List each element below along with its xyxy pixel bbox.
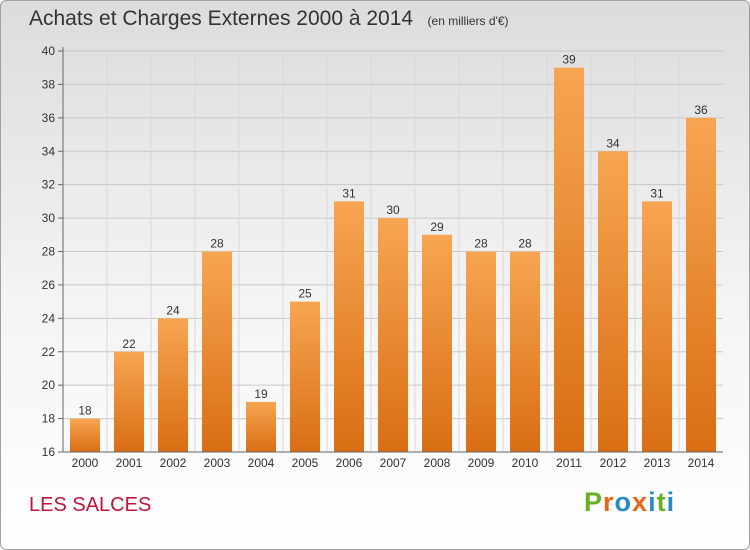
y-tick-label: 24 — [42, 311, 56, 325]
logo-letter: r — [603, 487, 615, 517]
x-tick-label: 2004 — [248, 456, 275, 470]
logo-letter: o — [614, 487, 633, 517]
logo-letter: i — [666, 487, 676, 517]
proxiti-logo[interactable]: Proxiti — [584, 487, 675, 518]
bar-2014[interactable] — [686, 117, 716, 452]
x-tick-label: 2001 — [116, 456, 143, 470]
x-tick-label: 2003 — [204, 456, 231, 470]
x-tick-label: 2006 — [336, 456, 363, 470]
logo-letter: t — [656, 487, 667, 517]
bar-2005[interactable] — [290, 301, 320, 452]
data-label-2002: 24 — [166, 303, 180, 317]
y-tick-label: 30 — [42, 211, 56, 225]
y-tick-label: 32 — [42, 178, 56, 192]
y-tick-label: 38 — [42, 77, 56, 91]
x-tick-label: 2000 — [72, 456, 99, 470]
x-tick-label: 2010 — [512, 456, 539, 470]
data-label-2008: 29 — [430, 220, 444, 234]
bar-2003[interactable] — [202, 251, 232, 453]
data-label-2009: 28 — [474, 237, 488, 251]
data-label-2005: 25 — [298, 287, 312, 301]
x-tick-label: 2002 — [160, 456, 187, 470]
bar-2007[interactable] — [378, 218, 408, 452]
bar-2001[interactable] — [114, 351, 144, 452]
data-label-2013: 31 — [650, 186, 664, 200]
x-tick-label: 2007 — [380, 456, 407, 470]
logo-letter: i — [648, 487, 657, 517]
chart-title-block: Achats et Charges Externes 2000 à 2014 (… — [29, 7, 509, 31]
data-label-2004: 19 — [254, 387, 268, 401]
bar-2011[interactable] — [554, 67, 584, 452]
bar-2012[interactable] — [598, 151, 628, 452]
bar-2000[interactable] — [70, 418, 100, 452]
data-label-2014: 36 — [694, 103, 708, 117]
bar-2002[interactable] — [158, 318, 188, 452]
y-tick-label: 36 — [42, 111, 56, 125]
data-label-2012: 34 — [606, 136, 620, 150]
data-label-2007: 30 — [386, 203, 400, 217]
y-tick-label: 20 — [42, 378, 56, 392]
x-tick-label: 2005 — [292, 456, 319, 470]
bar-2008[interactable] — [422, 234, 452, 452]
y-tick-label: 34 — [42, 144, 56, 158]
chart-unit: (en milliers d'€) — [427, 14, 509, 28]
y-tick-label: 18 — [42, 412, 56, 426]
x-tick-label: 2008 — [424, 456, 451, 470]
logo-letter: x — [632, 487, 649, 517]
bar-2013[interactable] — [642, 201, 672, 452]
bar-2006[interactable] — [334, 201, 364, 452]
y-tick-label: 26 — [42, 278, 56, 292]
x-tick-label: 2013 — [644, 456, 671, 470]
data-label-2000: 18 — [78, 404, 92, 418]
y-tick-label: 22 — [42, 345, 56, 359]
bars: 18 22 24 28 19 25 31 30 29 28 28 39 34 31 36 — [70, 53, 716, 452]
x-tick-label: 2009 — [468, 456, 495, 470]
data-label-2001: 22 — [122, 337, 136, 351]
commune-name: LES SALCES — [29, 494, 152, 516]
data-label-2010: 28 — [518, 237, 532, 251]
data-label-2006: 31 — [342, 186, 356, 200]
data-label-2003: 28 — [210, 237, 224, 251]
bar-2009[interactable] — [466, 251, 496, 453]
y-tick-label: 40 — [42, 44, 56, 58]
y-tick-label: 16 — [42, 445, 56, 459]
x-tick-label: 2014 — [688, 456, 715, 470]
bar-2004[interactable] — [246, 401, 276, 452]
chart-title: Achats et Charges Externes 2000 à 2014 — [29, 7, 414, 30]
logo-letter: P — [584, 487, 604, 517]
axes: 16 18 20 22 24 26 28 30 32 34 36 38 40 2000 2001 2002 20… — [42, 44, 723, 470]
x-tick-label: 2012 — [600, 456, 627, 470]
x-tick-label: 2011 — [556, 456, 582, 470]
bar-2010[interactable] — [510, 251, 540, 453]
data-label-2011: 39 — [562, 53, 576, 67]
y-tick-label: 28 — [42, 245, 56, 259]
